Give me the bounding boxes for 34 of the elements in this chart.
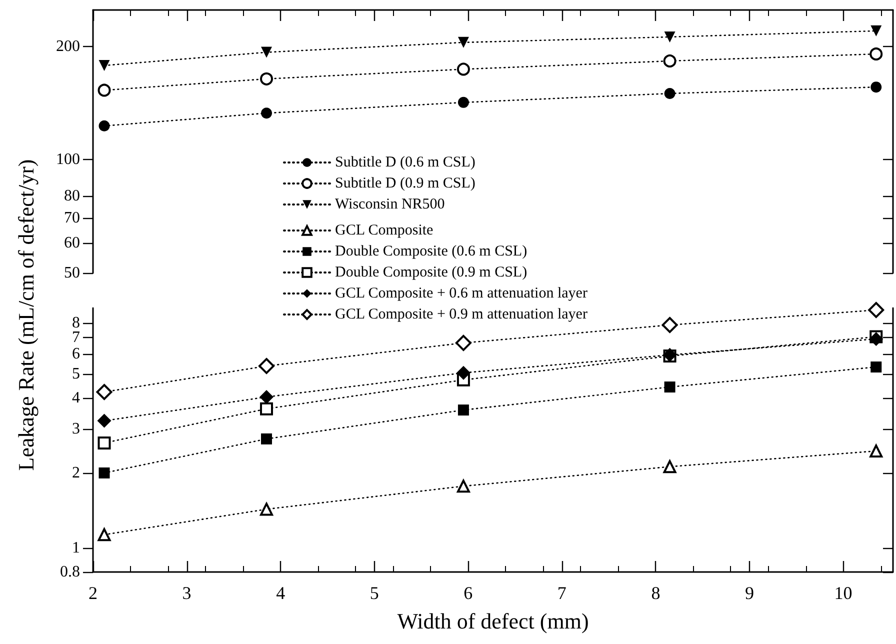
y-tick-label: 8 [72,314,80,332]
y-tick-label: 100 [56,151,80,168]
legend-label: Wisconsin NR500 [335,196,445,212]
x-tick-label: 7 [557,583,566,603]
y-tick-label: 0.8 [60,564,80,580]
y-tick-label: 2 [72,464,80,482]
y-tick-label: 5 [72,365,80,382]
y-tick-label: 70 [64,210,80,227]
x-tick-label: 3 [182,583,192,603]
x-tick-label: 5 [370,583,379,603]
x-tick-label: 6 [464,583,473,603]
x-tick-label: 10 [834,583,852,603]
legend-label: Subtitle D (0.9 m CSL) [335,176,476,192]
legend-label: Double Composite (0.9 m CSL) [335,264,528,280]
y-axis-title: Leakage Rate (mL/cm of defect/yr) [14,159,38,471]
y-tick-label: 80 [64,188,80,205]
legend-label: Double Composite (0.6 m CSL) [335,244,528,260]
y-tick-label: 60 [64,234,80,252]
x-tick-label: 8 [651,583,660,603]
legend-label: Subtitle D (0.6 m CSL) [335,154,476,170]
x-tick-label: 9 [745,583,754,603]
x-tick-label: 4 [276,583,286,603]
legend-label: GCL Composite + 0.6 m attenuation layer [335,286,588,302]
x-axis-title: Width of defect (mm) [397,608,589,634]
y-tick-label: 7 [72,329,80,346]
y-tick-label: 1 [72,539,80,556]
y-tick-label: 4 [72,390,80,407]
y-tick-label: 50 [64,264,80,282]
legend-label: GCL Composite [335,222,434,238]
y-tick-label: 3 [72,420,80,438]
legend-label: GCL Composite + 0.9 m attenuation layer [335,306,588,322]
y-tick-label: 200 [56,38,80,55]
y-tick-label: 6 [72,346,80,363]
x-tick-label: 2 [88,583,98,603]
